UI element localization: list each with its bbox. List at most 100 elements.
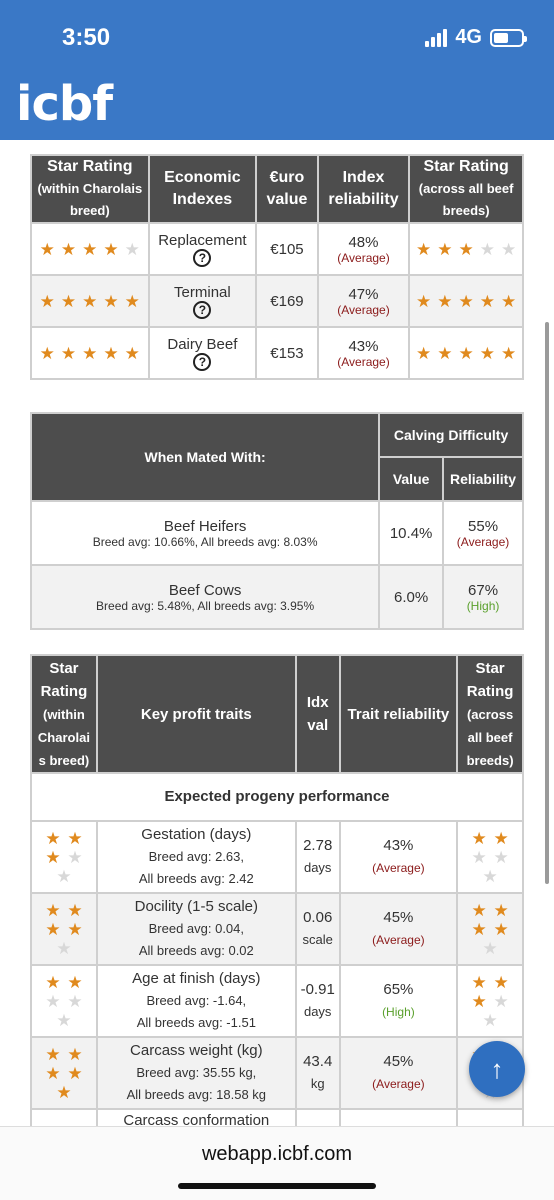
euro-value: €153: [256, 327, 318, 379]
reliability-value: 55%: [444, 518, 522, 535]
reliability-level: (High): [444, 599, 522, 613]
trait-name: Carcass weight (kg): [98, 1040, 295, 1062]
idx-value: -0.91: [297, 979, 339, 1001]
help-icon[interactable]: ?: [193, 249, 211, 267]
mating-group: Beef Heifers: [32, 518, 378, 535]
all-breeds-avg: All breeds avg: -1.51: [98, 1012, 295, 1034]
star-filled-icon: ★: [416, 241, 431, 258]
header-index-reliability: Index reliability: [318, 155, 410, 223]
idx-unit: kg: [297, 1073, 339, 1095]
table-row: ★ ★ ★ ★ ★ Replacement? €105 48% (Average) ★ ★ ★…: [31, 223, 523, 275]
app-header: 3:50 4G icbf: [0, 0, 554, 140]
breed-avg: Breed avg: -1.64,: [98, 990, 295, 1012]
euro-value: €105: [256, 223, 318, 275]
address-bar[interactable]: webapp.icbf.com: [0, 1143, 554, 1166]
star-filled-icon: ★: [103, 241, 118, 258]
mating-group: Beef Cows: [32, 582, 378, 599]
status-indicators: 4G: [425, 26, 524, 49]
idx-unit: scale: [297, 929, 339, 951]
table-row: ★ ★ ★ ★ ★ Dairy Beef? €153 43% (Average) ★ ★ ★ ★…: [31, 327, 523, 379]
reliability-level: (Average): [444, 535, 522, 549]
breed-averages: Breed avg: 10.66%, All breeds avg: 8.03%: [32, 535, 378, 549]
star-rating-within: ★ ★ ★ ★ ★: [32, 293, 148, 310]
star-rating-within: ★ ★ ★ ★ ★: [42, 830, 86, 885]
euro-value: €169: [256, 275, 318, 327]
scroll-top-button[interactable]: ↑: [469, 1041, 525, 1097]
star-empty-icon: ★: [125, 241, 140, 258]
header-star-across: Star Rating (across all beef breeds): [409, 155, 523, 223]
star-filled-icon: ★: [480, 345, 495, 362]
header-economic-indexes: Economic Indexes: [149, 155, 257, 223]
table-row: ★ ★ ★ ★ ★ Age at finish (days) Breed avg: -1.…: [31, 965, 523, 1037]
star-filled-icon: ★: [125, 293, 140, 310]
star-empty-icon: ★: [56, 1012, 72, 1029]
help-icon[interactable]: ?: [193, 353, 211, 371]
star-filled-icon: ★: [61, 241, 76, 258]
star-filled-icon: ★: [437, 241, 452, 258]
trait-name: Carcass conformation: [98, 1110, 295, 1126]
star-filled-icon: ★: [40, 345, 55, 362]
star-empty-icon: ★: [480, 241, 495, 258]
table-row: Carcass conformation: [31, 1109, 523, 1126]
calving-value: 6.0%: [379, 565, 443, 629]
idx-unit: days: [297, 1001, 339, 1023]
status-time: 3:50: [62, 24, 110, 52]
reliability-value: 43%: [341, 835, 456, 857]
breed-avg: Breed avg: 35.55 kg,: [98, 1062, 295, 1084]
all-breeds-avg: All breeds avg: 18.58 kg: [98, 1084, 295, 1106]
reliability-value: 45%: [341, 1051, 456, 1073]
reliability-level: (Average): [341, 929, 456, 951]
star-rating-across: ★★★★★: [410, 241, 522, 258]
star-filled-icon: ★: [103, 293, 118, 310]
reliability-level: (Average): [319, 303, 409, 317]
star-filled-icon: ★: [82, 241, 97, 258]
star-filled-icon: ★: [471, 902, 487, 919]
star-filled-icon: ★: [40, 293, 55, 310]
star-filled-icon: ★: [45, 902, 61, 919]
help-icon[interactable]: ?: [193, 301, 211, 319]
star-filled-icon: ★: [67, 902, 83, 919]
page-content: Star Rating (within Charolais breed) Econ…: [0, 140, 554, 1126]
star-filled-icon: ★: [61, 293, 76, 310]
table-row: Beef Cows Breed avg: 5.48%, All breeds av…: [31, 565, 523, 629]
trait-name: Gestation (days): [98, 824, 295, 846]
browser-bar: webapp.icbf.com: [0, 1126, 554, 1200]
calving-value: 10.4%: [379, 501, 443, 565]
table-row: ★ ★ ★ ★ ★ Terminal? €169 47% (Average) ★ ★ ★ ★ ★: [31, 275, 523, 327]
star-filled-icon: ★: [45, 1065, 61, 1082]
star-filled-icon: ★: [45, 830, 61, 847]
star-filled-icon: ★: [471, 921, 487, 938]
breed-averages: Breed avg: 5.48%, All breeds avg: 3.95%: [32, 599, 378, 613]
star-filled-icon: ★: [458, 241, 473, 258]
idx-value: 43.4: [297, 1051, 339, 1073]
reliability-level: (Average): [319, 251, 409, 265]
star-filled-icon: ★: [493, 974, 509, 991]
header-trait-reliability: Trait reliability: [340, 655, 457, 773]
star-filled-icon: ★: [493, 921, 509, 938]
trait-name: Age at finish (days): [98, 968, 295, 990]
reliability-level: (Average): [341, 1073, 456, 1095]
icbf-logo[interactable]: icbf: [16, 76, 112, 132]
home-indicator[interactable]: [178, 1183, 376, 1189]
breed-avg: Breed avg: 0.04,: [98, 918, 295, 940]
idx-value: 2.78: [297, 835, 339, 857]
star-empty-icon: ★: [471, 849, 487, 866]
reliability-value: 47%: [319, 286, 409, 303]
star-filled-icon: ★: [125, 345, 140, 362]
reliability-level: (Average): [341, 857, 456, 879]
header-value: Value: [379, 457, 443, 501]
star-filled-icon: ★: [61, 345, 76, 362]
idx-value: 0.06: [297, 907, 339, 929]
scrollbar[interactable]: [545, 322, 549, 884]
star-filled-icon: ★: [67, 1065, 83, 1082]
arrow-up-icon: ↑: [491, 1054, 504, 1084]
star-filled-icon: ★: [82, 293, 97, 310]
star-filled-icon: ★: [67, 830, 83, 847]
header-euro-value: €uro value: [256, 155, 318, 223]
star-rating-across: ★★★★★: [410, 345, 522, 362]
reliability-value: 45%: [341, 907, 456, 929]
star-filled-icon: ★: [493, 902, 509, 919]
star-rating-within: ★ ★ ★ ★ ★: [42, 1046, 86, 1101]
header-reliability: Reliability: [443, 457, 523, 501]
economic-indexes-table: Star Rating (within Charolais breed) Econ…: [30, 154, 524, 380]
